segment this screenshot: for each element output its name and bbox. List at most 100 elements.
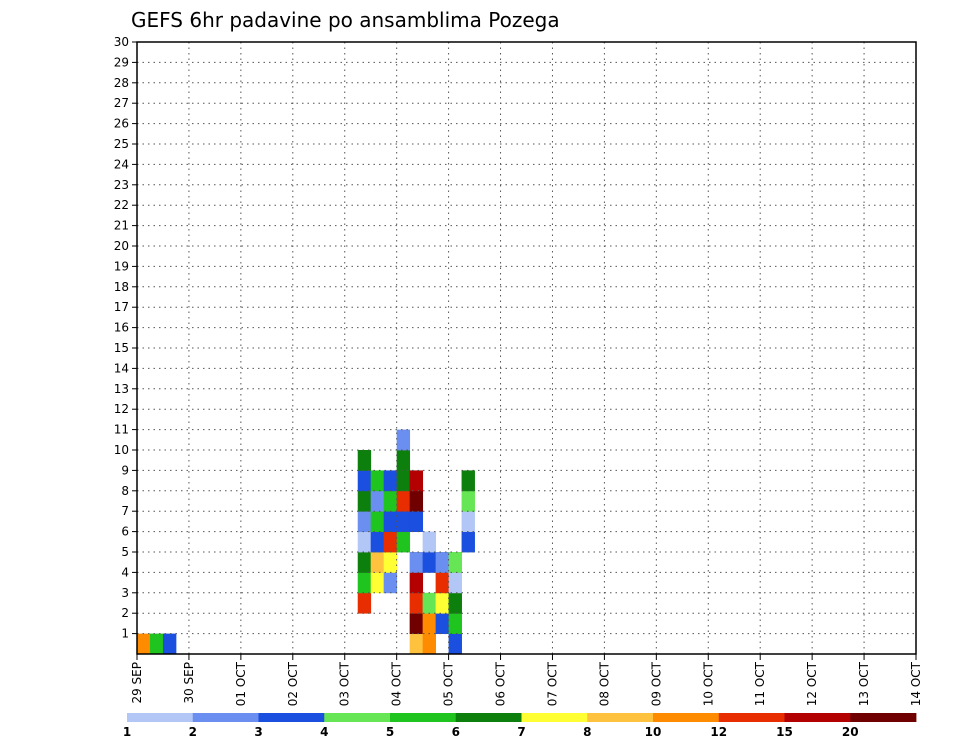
x-tick-label: 03 OCT xyxy=(338,661,352,706)
colorbar-label: 10 xyxy=(645,725,662,739)
x-tick-label: 10 OCT xyxy=(701,661,715,706)
precip-cell xyxy=(357,511,372,532)
colorbar-label: 3 xyxy=(254,725,262,739)
colorbar: 1 2 3 4 5 6 7 8 10 12 15 20 xyxy=(123,713,917,739)
y-tick-label: 3 xyxy=(121,586,129,600)
colorbar-segment xyxy=(258,713,325,722)
precip-cell xyxy=(357,470,372,492)
y-tick-label: 19 xyxy=(114,259,129,273)
colorbar-label: 15 xyxy=(776,725,793,739)
y-tick-label: 17 xyxy=(114,300,129,314)
precip-cell xyxy=(383,470,398,492)
precip-cell xyxy=(162,633,177,655)
precip-cell xyxy=(357,572,372,594)
precip-cell xyxy=(422,552,437,573)
precip-cell xyxy=(448,613,462,634)
y-tick-label: 2 xyxy=(121,606,129,620)
y-tick-label: 20 xyxy=(114,239,129,253)
x-tick-label: 06 OCT xyxy=(494,661,508,706)
x-tick-label: 09 OCT xyxy=(649,661,663,706)
colorbar-segment xyxy=(455,713,522,722)
y-tick-label: 6 xyxy=(121,525,129,539)
precip-cell xyxy=(383,552,398,573)
precip-cell xyxy=(409,592,424,614)
y-tick-label: 5 xyxy=(121,545,129,559)
precip-cell xyxy=(409,613,424,634)
y-tick-label: 30 xyxy=(114,35,129,49)
y-tick-label: 4 xyxy=(121,565,129,579)
colorbar-segment xyxy=(192,713,259,722)
x-tick-label: 29 SEP xyxy=(130,662,144,704)
precip-cell xyxy=(409,470,424,492)
precip-cell xyxy=(448,572,462,594)
precip-cell xyxy=(422,531,437,553)
precip-cell xyxy=(461,490,475,512)
x-tick-label: 14 OCT xyxy=(909,661,923,706)
precip-cell xyxy=(422,592,437,614)
y-tick-label: 26 xyxy=(114,117,129,131)
x-tick-label: 02 OCT xyxy=(286,661,300,706)
precip-cell xyxy=(422,633,437,655)
precip-cell xyxy=(422,613,437,634)
colorbar-segment xyxy=(784,713,851,722)
y-tick-label: 10 xyxy=(114,443,129,457)
precip-cell xyxy=(383,572,398,594)
precip-cell xyxy=(461,470,475,492)
precip-cell xyxy=(396,531,411,553)
colorbar-segment xyxy=(127,713,194,722)
y-tick-label: 22 xyxy=(114,198,129,212)
x-tick-label: 01 OCT xyxy=(234,661,248,706)
precip-cell xyxy=(357,531,372,553)
precip-cell xyxy=(357,552,372,573)
precip-cell xyxy=(435,613,449,634)
grid-layer xyxy=(137,42,916,654)
colorbar-segment xyxy=(521,713,588,722)
y-tick-label: 29 xyxy=(114,55,129,69)
precip-cell xyxy=(396,470,411,492)
x-tick-label: 30 SEP xyxy=(182,662,196,704)
precip-cell xyxy=(370,470,385,492)
colorbar-label: 1 xyxy=(123,725,131,739)
precip-cell xyxy=(435,592,449,614)
colorbar-segment xyxy=(324,713,391,722)
y-tick-label: 8 xyxy=(121,484,129,498)
precip-cell xyxy=(435,572,449,594)
precip-cell xyxy=(409,490,424,512)
precip-cell xyxy=(409,511,424,532)
y-axis: 1234567891011121314151617181920212223242… xyxy=(114,35,137,641)
colorbar-segment xyxy=(718,713,785,722)
precip-cell xyxy=(357,450,372,471)
precip-cell xyxy=(461,511,475,532)
y-tick-label: 12 xyxy=(114,402,129,416)
x-tick-label: 05 OCT xyxy=(442,661,456,706)
y-tick-label: 23 xyxy=(114,178,129,192)
y-tick-label: 14 xyxy=(114,361,129,375)
precip-cell xyxy=(435,552,449,573)
precip-cell xyxy=(370,552,385,573)
colorbar-label: 5 xyxy=(386,725,394,739)
y-tick-label: 21 xyxy=(114,219,129,233)
x-tick-label: 12 OCT xyxy=(805,661,819,706)
colorbar-label: 20 xyxy=(842,725,859,739)
colorbar-label: 7 xyxy=(517,725,525,739)
precip-cell xyxy=(370,511,385,532)
precip-cell xyxy=(448,552,462,573)
precip-cell xyxy=(448,633,462,655)
colorbar-label: 4 xyxy=(320,725,328,739)
y-tick-label: 25 xyxy=(114,137,129,151)
precip-cell xyxy=(396,490,411,512)
colorbar-segment xyxy=(390,713,457,722)
y-tick-label: 28 xyxy=(114,76,129,90)
precip-cell xyxy=(461,531,475,553)
y-tick-label: 11 xyxy=(114,423,129,437)
colorbar-label: 8 xyxy=(583,725,591,739)
precip-cell xyxy=(149,633,164,655)
x-tick-label: 07 OCT xyxy=(545,661,559,706)
colorbar-segment xyxy=(850,713,917,722)
x-tick-label: 08 OCT xyxy=(597,661,611,706)
precip-cell xyxy=(396,450,411,471)
colorbar-segment xyxy=(587,713,654,722)
y-tick-label: 15 xyxy=(114,341,129,355)
y-tick-label: 18 xyxy=(114,280,129,294)
